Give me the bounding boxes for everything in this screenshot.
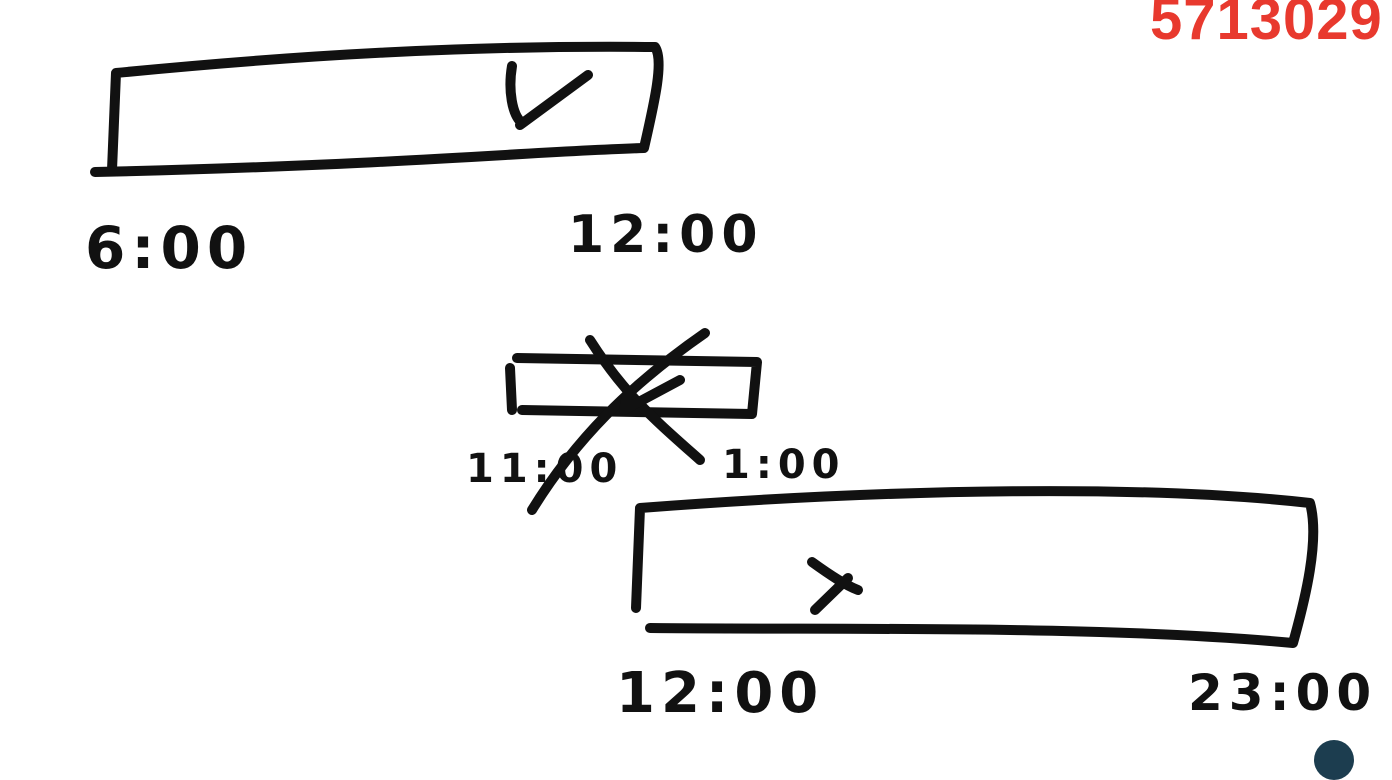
whiteboard-canvas: 6:00 12:00 11:00 1:00 12:00 23:00 <box>85 41 1377 726</box>
interval-2-start-label: 11:00 <box>466 446 623 492</box>
interval-1-start-label: 6:00 <box>85 214 253 282</box>
check-mark <box>505 61 593 130</box>
corner-round-button[interactable] <box>1314 740 1354 780</box>
x-mark <box>807 557 863 615</box>
watermark-number: 5713029 <box>1150 0 1383 52</box>
cross-out-stroke-3 <box>619 375 685 415</box>
interval-2-end-label: 1:00 <box>722 442 846 488</box>
interval-3: 12:00 23:00 <box>616 486 1377 726</box>
interval-3-end-label: 23:00 <box>1188 664 1377 722</box>
interval-1: 6:00 12:00 <box>85 41 764 282</box>
cross-out-stroke-2 <box>527 328 710 515</box>
interval-3-start-label: 12:00 <box>616 661 824 726</box>
interval-1-end-label: 12:00 <box>568 205 764 265</box>
interval-3-box <box>631 486 1319 648</box>
interval-2-box <box>505 353 762 419</box>
interval-2: 11:00 1:00 <box>466 328 846 515</box>
interval-1-box <box>90 41 664 177</box>
